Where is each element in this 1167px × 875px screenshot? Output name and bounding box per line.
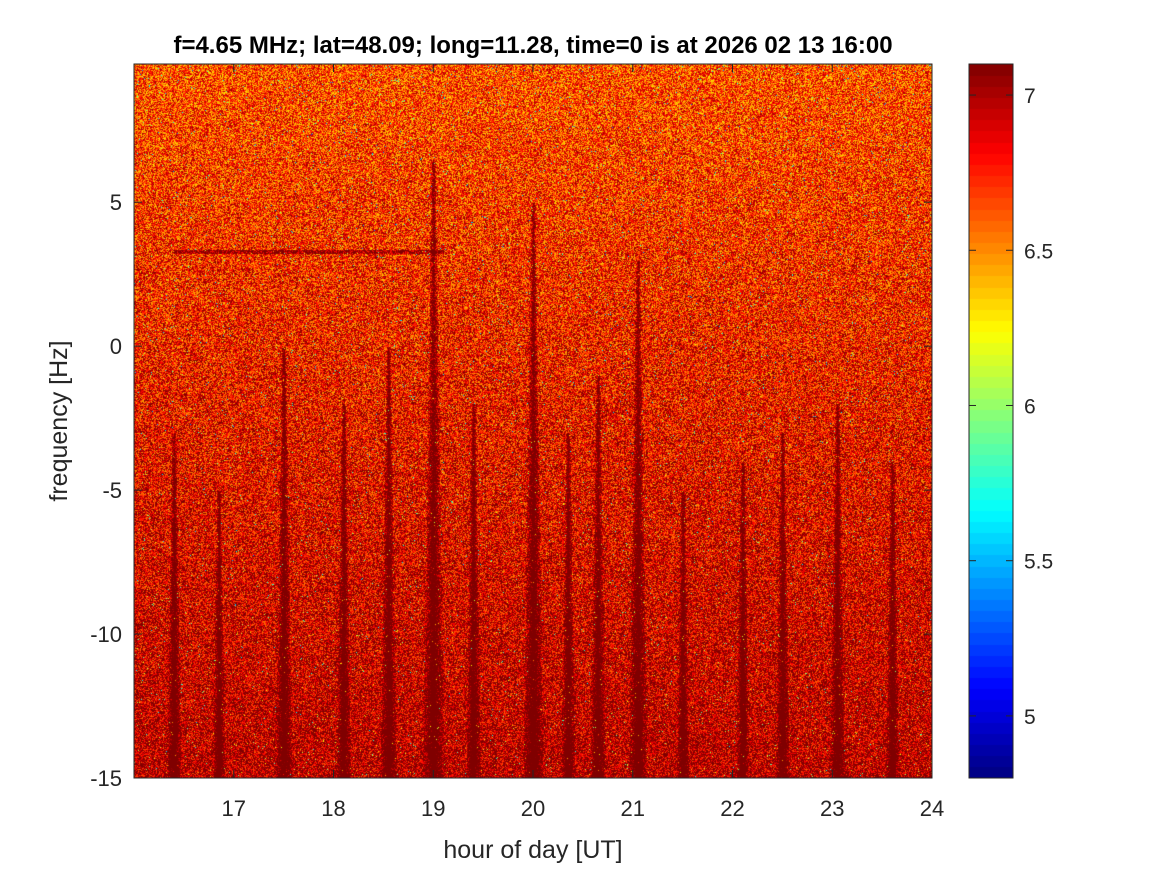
- y-axis-label: frequency [Hz]: [45, 340, 73, 501]
- colorbar-tick-label: 5: [1024, 706, 1036, 729]
- x-tick-label: 24: [920, 796, 944, 821]
- colorbar-tick-label: 7: [1024, 85, 1036, 108]
- y-tick-label: -15: [90, 766, 122, 791]
- colorbar-tick-label: 5.5: [1024, 551, 1053, 574]
- plot-area: [134, 64, 932, 778]
- colorbar-axis: 5 5.5 6 6.5 7: [969, 85, 1053, 729]
- y-axis: -15 -10 -5 0 5: [90, 190, 932, 791]
- x-tick-label: 17: [222, 796, 246, 821]
- y-tick-label: 0: [110, 334, 122, 359]
- x-tick-label: 23: [820, 796, 844, 821]
- x-tick-label: 21: [621, 796, 645, 821]
- y-tick-label: -5: [102, 478, 122, 503]
- x-tick-label: 20: [521, 796, 545, 821]
- y-tick-label: -10: [90, 622, 122, 647]
- chart-title: f=4.65 MHz; lat=48.09; long=11.28, time=…: [173, 32, 892, 59]
- x-tick-label: 22: [720, 796, 744, 821]
- x-axis: 17 18 19 20 21 22 23 24: [222, 64, 944, 821]
- colorbar: [969, 64, 1013, 778]
- x-axis-label: hour of day [UT]: [443, 836, 622, 864]
- y-tick-label: 5: [110, 190, 122, 215]
- colorbar-tick-label: 6: [1024, 395, 1036, 418]
- colorbar-gradient: [969, 64, 1013, 778]
- colorbar-frame: [968, 63, 1014, 779]
- heatmap-image: [134, 64, 932, 778]
- colorbar-tick-label: 6.5: [1024, 240, 1053, 263]
- x-tick-label: 19: [421, 796, 445, 821]
- x-tick-label: 18: [321, 796, 345, 821]
